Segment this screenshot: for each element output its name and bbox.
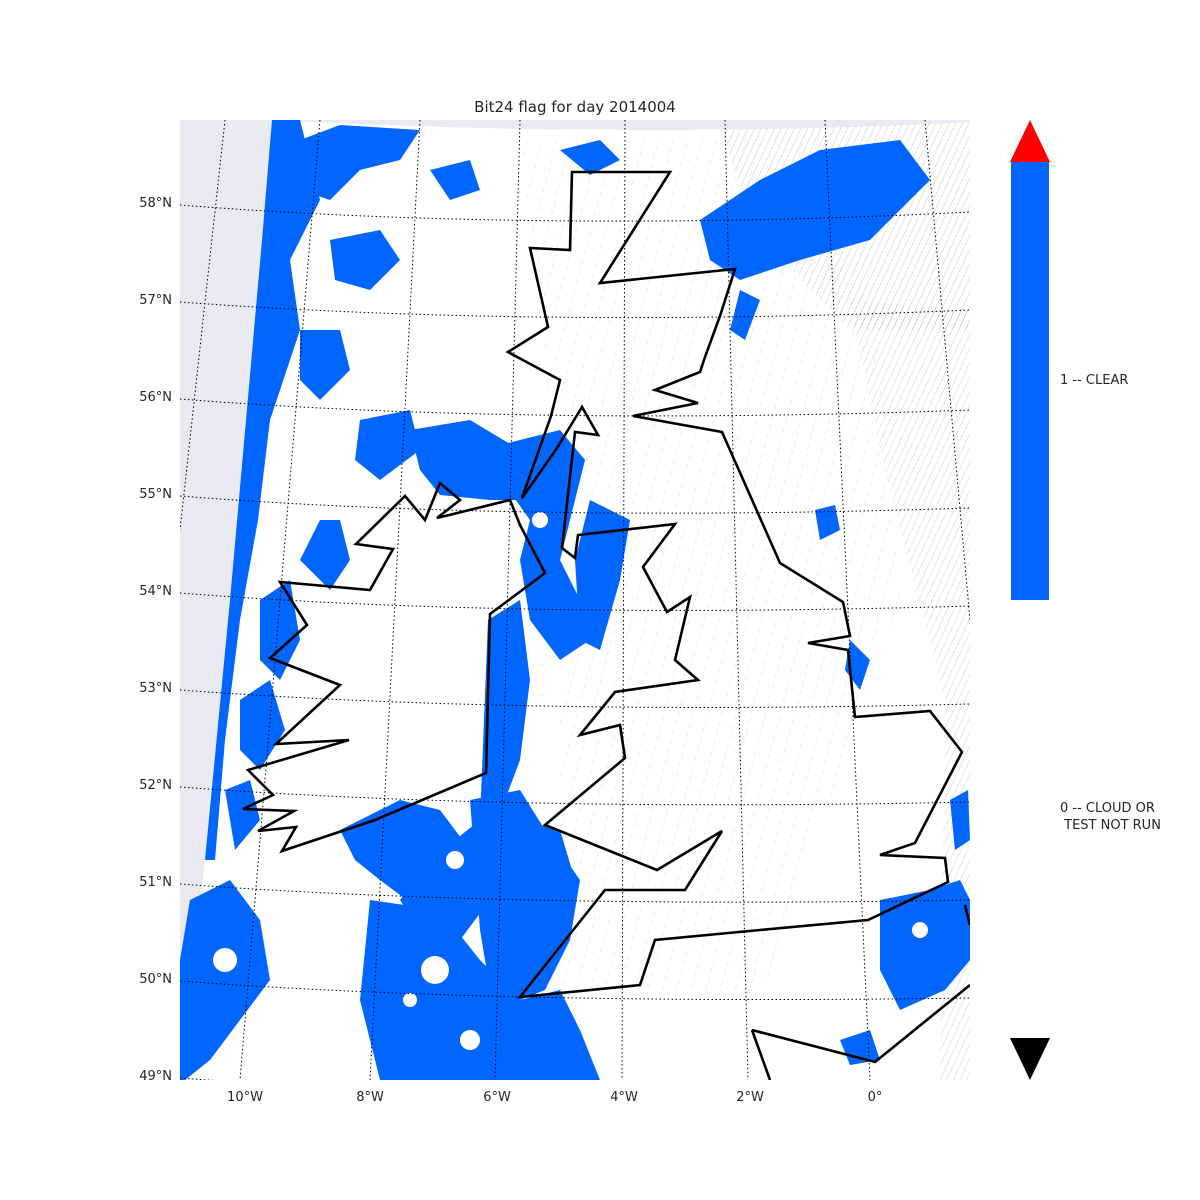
colorbar xyxy=(1010,120,1050,1080)
latitude-label: 54°N xyxy=(139,584,172,599)
colorbar-clear-segment xyxy=(1011,162,1049,600)
map-title: Bit24 flag for day 2014004 xyxy=(474,98,676,116)
colorbar-label-clear: 1 -- CLEAR xyxy=(1060,373,1129,388)
coastline-ireland xyxy=(242,480,547,854)
latitude-label: 50°N xyxy=(139,972,172,987)
colorbar-extend-under xyxy=(1010,1038,1050,1080)
latitude-label: 53°N xyxy=(139,681,172,696)
coastline-france xyxy=(750,904,970,1080)
longitude-label: 10°W xyxy=(227,1090,263,1105)
longitude-label: 6°W xyxy=(483,1090,511,1105)
longitude-label: 4°W xyxy=(610,1090,638,1105)
latitude-label: 55°N xyxy=(139,487,172,502)
longitude-label: 2°W xyxy=(736,1090,764,1105)
latitude-label: 52°N xyxy=(139,778,172,793)
sparse-texture xyxy=(520,135,900,1000)
coastlines xyxy=(242,170,970,1080)
latitude-label: 51°N xyxy=(139,875,172,890)
colorbar-extend-over xyxy=(1010,120,1050,162)
clear-sky-regions xyxy=(180,120,970,1080)
latitude-label: 56°N xyxy=(139,390,172,405)
longitude-label: 0° xyxy=(867,1090,883,1105)
latitude-label: 58°N xyxy=(139,196,172,211)
longitude-label: 8°W xyxy=(356,1090,384,1105)
colorbar-cloud-segment xyxy=(1011,600,1049,1038)
latitude-label: 49°N xyxy=(139,1069,172,1084)
no-data-area-west xyxy=(180,120,272,1080)
no-data-area-north xyxy=(272,120,970,131)
colorbar-label-cloud: 0 -- CLOUD OR TEST NOT RUN xyxy=(1060,801,1161,833)
latitude-label: 57°N xyxy=(139,293,172,308)
cloud-gaps xyxy=(213,512,928,1050)
swath-texture-east xyxy=(850,300,970,1080)
coastline-great-britain xyxy=(505,170,964,999)
